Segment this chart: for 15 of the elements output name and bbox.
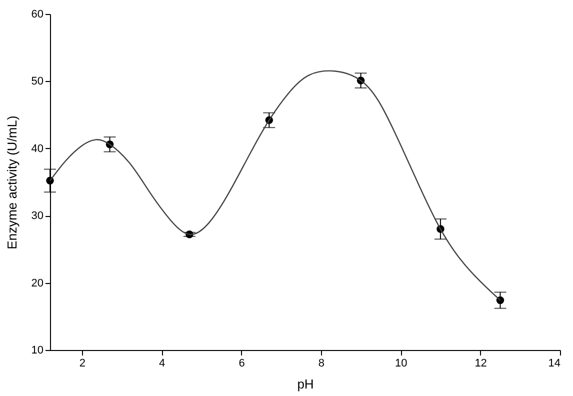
x-axis-title: pH [297,376,314,392]
x-tick-label: 4 [159,358,166,370]
x-tick-label: 14 [548,358,560,370]
y-axis-title: Enzyme activity (U/mL) [4,116,20,250]
y-tick-label: 40 [31,142,44,155]
y-tick-label: 50 [31,76,44,88]
x-tick-label: 2 [79,358,86,370]
y-tick-label: 20 [31,277,44,290]
y-tick-label: 10 [31,344,44,356]
y-tick-label: 60 [31,8,44,20]
x-tick-label: 10 [395,358,408,370]
y-tick-label: 30 [31,210,44,222]
x-tick-label: 8 [318,358,324,370]
x-tick-label: 12 [474,358,487,370]
x-tick-label: 6 [238,358,245,370]
